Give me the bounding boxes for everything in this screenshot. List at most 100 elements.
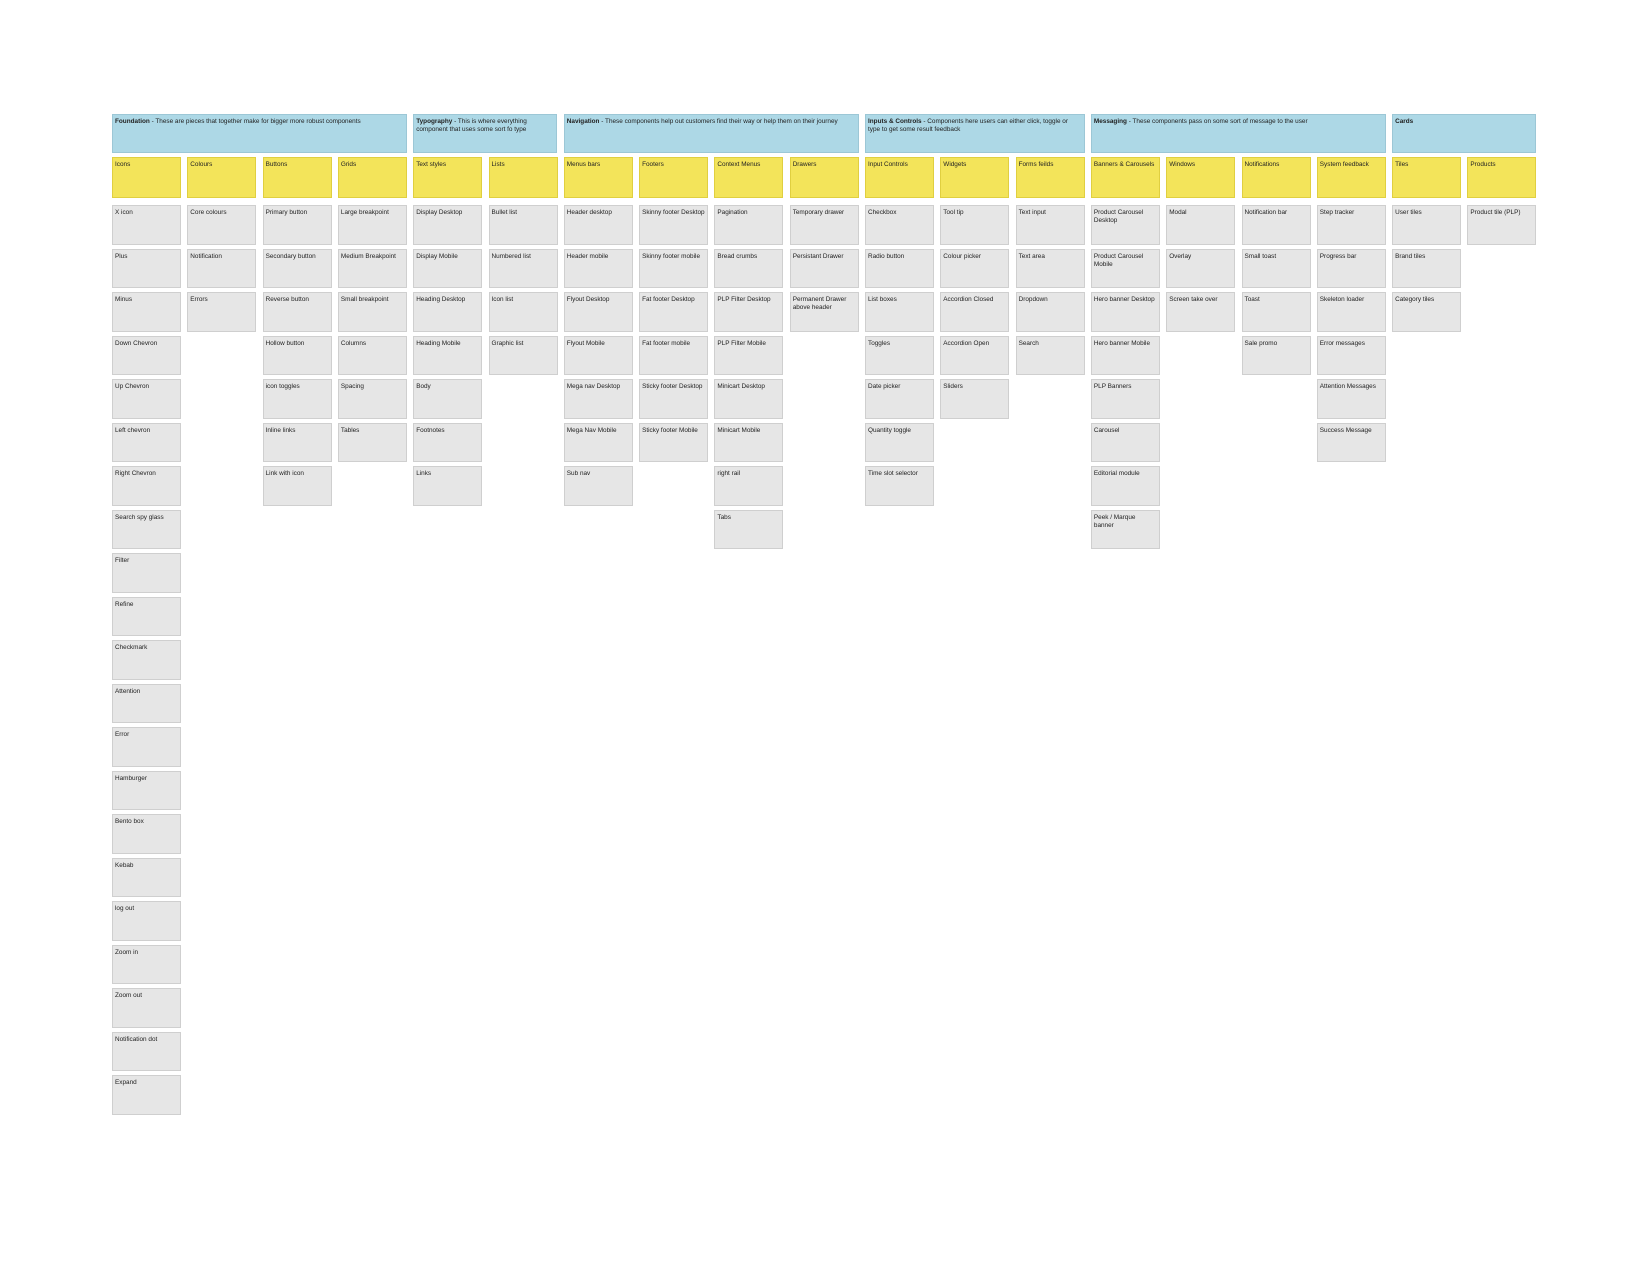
component-card: Success Message <box>1316 422 1386 462</box>
heading-text: Text styles <box>416 161 447 168</box>
component-card: Temporary drawer <box>789 205 859 245</box>
column-heading: Menus bars <box>563 157 633 198</box>
column-heading: Footers <box>639 157 709 198</box>
component-label: Small breakpoint <box>340 296 389 303</box>
component-label: Product Carousel Mobile <box>1093 252 1144 268</box>
component-card: Date picker <box>865 379 934 419</box>
component-card: Notification <box>187 248 257 288</box>
component-label: Carousel <box>1093 426 1120 434</box>
component-card: Mega Nav Mobile <box>563 422 633 462</box>
component-card: Body <box>413 379 483 419</box>
component-card: Hero banner Mobile <box>1090 335 1160 375</box>
component-card: Sub nav <box>563 466 633 506</box>
component-card: Step tracker <box>1316 205 1386 245</box>
component-label: Icon list <box>491 296 514 303</box>
component-card: Left chevron <box>112 422 181 462</box>
component-card: Skinny footer mobile <box>639 248 709 288</box>
component-label: Peek / Marque banner <box>1093 513 1136 529</box>
component-label: Primary button <box>265 209 308 216</box>
component-card: Category tiles <box>1392 292 1462 332</box>
group-header: Messaging - These components pass on som… <box>1090 114 1386 153</box>
component-label: Step tracker <box>1319 209 1355 216</box>
component-label: Minicart Desktop <box>717 383 765 390</box>
component-label: Editorial module <box>1093 470 1140 477</box>
component-label: Secondary button <box>265 252 316 260</box>
component-label: Sub nav <box>566 470 591 477</box>
component-card: Bento box <box>112 814 181 854</box>
component-card: Minicart Desktop <box>714 379 784 419</box>
column-heading: Context Menus <box>714 157 784 198</box>
group-title: Navigation <box>566 118 600 125</box>
component-label: log out <box>115 905 135 912</box>
component-card: Reverse button <box>262 292 332 332</box>
component-card: User tiles <box>1392 205 1462 245</box>
component-card: Permanent Drawer above header <box>789 292 859 332</box>
component-card: Spacing <box>337 379 407 419</box>
heading-text: Banners & Carousels <box>1093 161 1155 168</box>
component-label: Zoom in <box>115 948 139 956</box>
component-label: Search <box>1018 339 1039 347</box>
component-card: Tables <box>337 422 407 462</box>
column-heading: Widgets <box>940 157 1010 198</box>
component-card: log out <box>112 901 181 941</box>
component-label: Left chevron <box>115 426 151 434</box>
group-description: - This is where everything component tha… <box>416 118 527 133</box>
component-label: Sliders <box>943 383 963 390</box>
heading-text: Menus bars <box>566 161 601 168</box>
component-card: Product tile (PLP) <box>1467 205 1537 245</box>
heading-text: System feedback <box>1319 161 1369 168</box>
component-label: Header desktop <box>566 209 612 216</box>
component-card: Product Carousel Desktop <box>1090 205 1160 245</box>
component-card: Refine <box>112 596 181 636</box>
group-title: Foundation <box>115 118 150 125</box>
heading-text: Notifications <box>1244 161 1280 168</box>
component-label: Filter <box>115 557 130 564</box>
component-label: X icon <box>115 209 133 216</box>
component-label: Date picker <box>868 383 901 390</box>
component-card: Mega nav Desktop <box>563 379 633 419</box>
component-card: Error messages <box>1316 335 1386 375</box>
group-header: Inputs & Controls - Components here user… <box>865 114 1085 153</box>
component-label: right rail <box>717 470 741 477</box>
component-card: Carousel <box>1090 422 1160 462</box>
component-label: Hollow button <box>265 339 305 347</box>
component-label: Permanent Drawer above header <box>792 296 847 311</box>
component-card: Minus <box>112 292 181 332</box>
component-card: Primary button <box>262 205 332 245</box>
component-label: Skeleton loader <box>1319 296 1365 303</box>
component-label: Medium Breakpoint <box>340 252 396 260</box>
component-card: Sticky footer Mobile <box>639 422 709 462</box>
component-label: Temporary drawer <box>792 209 845 216</box>
component-label: Small toast <box>1244 252 1277 260</box>
component-label: Inline links <box>265 426 296 434</box>
component-label: Zoom out <box>115 992 142 999</box>
component-card: Hero banner Desktop <box>1090 292 1160 332</box>
component-label: Columns <box>340 339 367 347</box>
component-card: Fat footer mobile <box>639 335 709 375</box>
component-card: Colour picker <box>940 248 1010 288</box>
component-card: Large breakpoint <box>337 205 407 245</box>
component-label: Spacing <box>340 383 364 390</box>
component-label: Error messages <box>1319 339 1365 347</box>
component-label: Product tile (PLP) <box>1470 209 1521 216</box>
component-label: Header mobile <box>566 252 609 260</box>
component-card: Text input <box>1015 205 1085 245</box>
column-heading: Notifications <box>1241 157 1311 198</box>
group-title: Inputs & Controls <box>868 118 922 125</box>
component-card: Radio button <box>865 248 934 288</box>
component-card: Time slot selector <box>865 466 934 506</box>
component-label: Mega Nav Mobile <box>566 426 617 434</box>
component-card: Flyout Mobile <box>563 335 633 375</box>
component-label: Notification bar <box>1244 209 1288 216</box>
component-card: X icon <box>112 205 181 245</box>
component-card: Modal <box>1166 205 1236 245</box>
group-description: - These components help out customers fi… <box>601 118 838 125</box>
component-label: Pagination <box>717 209 748 216</box>
component-label: Links <box>416 470 432 477</box>
component-label: Product Carousel Desktop <box>1093 209 1144 224</box>
component-card: Right Chevron <box>112 466 181 506</box>
component-label: Fat footer mobile <box>642 339 691 347</box>
column-heading: Forms feilds <box>1015 157 1085 198</box>
component-card: Hamburger <box>112 770 181 810</box>
component-label: Notification dot <box>115 1035 158 1043</box>
